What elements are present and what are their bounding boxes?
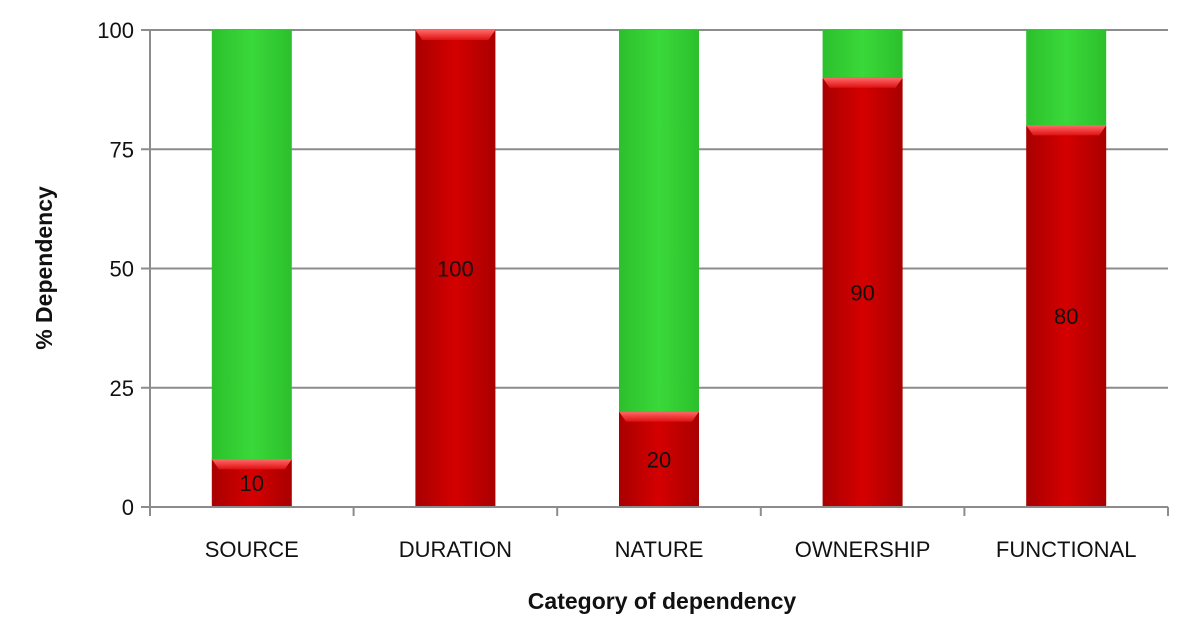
axes <box>141 29 1169 516</box>
bar-segment-red <box>1026 125 1107 508</box>
x-tick-label: SOURCE <box>205 537 299 562</box>
bar-segment-red <box>822 77 903 507</box>
x-tick-label: NATURE <box>615 537 704 562</box>
data-label: 80 <box>1054 304 1078 329</box>
data-label: 90 <box>850 280 874 305</box>
x-tick-label: DURATION <box>399 537 512 562</box>
x-tick-labels: SOURCE DURATION NATURE OWNERSHIP FUNCTIONAL <box>205 537 1137 562</box>
data-label: 10 <box>240 471 264 496</box>
data-labels: 10 100 20 90 80 <box>240 257 1079 497</box>
y-axis-title: % Dependency <box>31 186 57 350</box>
y-tick-label: 0 <box>122 495 134 520</box>
x-axis-title: Category of dependency <box>528 588 797 614</box>
bar-segment-red <box>415 30 496 507</box>
bar-cap <box>1026 125 1107 136</box>
bar-segment-green <box>822 30 903 78</box>
bar-segment-green <box>1026 30 1107 126</box>
data-label: 20 <box>647 447 671 472</box>
y-tick-label: 50 <box>110 257 134 282</box>
y-tick-label: 100 <box>97 18 134 43</box>
y-tick-label: 25 <box>110 376 134 401</box>
bars <box>211 30 1107 508</box>
data-label: 100 <box>437 257 474 282</box>
bar-cap <box>822 77 903 88</box>
bar-segment-green <box>211 30 292 460</box>
x-tick-label: FUNCTIONAL <box>996 537 1137 562</box>
bar-cap <box>211 459 292 470</box>
bar-cap <box>619 411 699 422</box>
bar-segment-green <box>619 30 699 412</box>
y-tick-labels: 0 25 50 75 100 <box>97 18 134 520</box>
bar-cap <box>415 30 496 40</box>
bar-segment-red <box>619 411 699 507</box>
y-tick-label: 75 <box>110 137 134 162</box>
x-tick-label: OWNERSHIP <box>795 537 931 562</box>
